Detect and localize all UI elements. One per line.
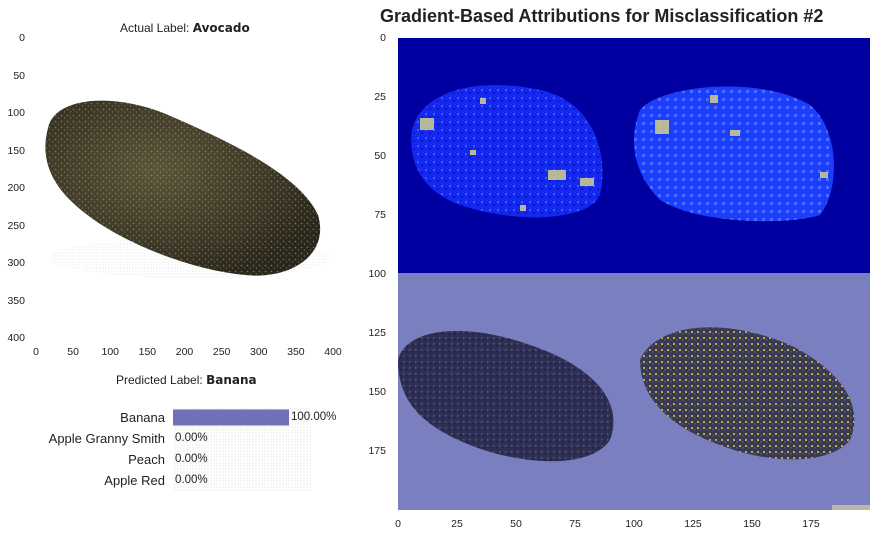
attribution-x-tick: 25 [451, 518, 463, 530]
bar-chart-bars [173, 409, 289, 426]
bar-category-label: Apple Red [104, 472, 165, 488]
image-y-tick: 200 [7, 182, 25, 194]
attribution-y-tick: 25 [374, 91, 386, 103]
attribution-x-tick: 50 [510, 518, 522, 530]
image-y-tick: 100 [7, 107, 25, 119]
attribution-x-tick: 75 [569, 518, 581, 530]
actual-label-value: Avocado [192, 21, 250, 35]
attribution-x-tick: 100 [625, 518, 643, 530]
image-x-tick: 300 [249, 346, 268, 358]
attribution-y-tick: 175 [368, 445, 386, 457]
image-x-tick: 200 [175, 346, 194, 358]
image-y-tick: 250 [7, 219, 25, 232]
image-x-tick: 350 [287, 346, 305, 358]
figure-title: Gradient-Based Attributions for Misclass… [380, 6, 824, 26]
bar-0 [173, 409, 289, 426]
attribution-y-tick: 50 [374, 150, 386, 162]
image-y-tick: 0 [19, 32, 25, 44]
attribution-map [398, 38, 870, 510]
attribution-hotspots-top [420, 95, 828, 211]
image-y-tick: 50 [13, 69, 25, 82]
attribution-x-tick: 0 [395, 518, 401, 530]
attribution-x-tick: 125 [684, 518, 702, 530]
attribution-y-tick: 0 [380, 32, 386, 44]
image-x-tick: 0 [33, 346, 39, 358]
image-y-tick: 400 [7, 332, 25, 344]
bar-category-label: Peach [128, 451, 165, 467]
attribution-y-tick: 75 [374, 209, 386, 221]
image-y-tick: 300 [7, 257, 25, 269]
attribution-avocado-left [398, 330, 614, 462]
image-x-tick: 100 [101, 346, 120, 358]
bar-category-label: Apple Granny Smith [48, 430, 165, 446]
bar-value-label: 0.00% [175, 473, 208, 486]
attribution-y-tick: 125 [368, 327, 386, 339]
image-y-tick: 150 [7, 144, 25, 157]
bar-value-label: 100.00% [291, 410, 337, 423]
image-x-tick: 50 [67, 346, 79, 358]
attribution-avocado-right [640, 327, 855, 460]
avocado-image [45, 100, 330, 278]
attribution-x-tick: 175 [802, 518, 820, 530]
image-x-tick: 150 [138, 346, 157, 358]
image-y-tick: 350 [7, 294, 25, 307]
bar-value-label: 0.00% [175, 431, 208, 444]
bar-category-label: Banana [120, 409, 165, 425]
attribution-x-tick: 150 [743, 518, 761, 530]
attribution-blob-right [634, 86, 834, 222]
attribution-y-tick: 150 [368, 386, 386, 398]
attribution-y-tick: 100 [368, 268, 386, 280]
predicted-label-value: Banana [206, 373, 257, 387]
actual-label-title: Actual Label: Avocado [120, 21, 250, 35]
predicted-label-title: Predicted Label: Banana [116, 373, 257, 387]
attribution-blob-left [411, 84, 603, 218]
bar-value-label: 0.00% [175, 452, 208, 465]
image-x-tick: 250 [212, 346, 231, 358]
image-x-tick: 400 [324, 346, 342, 358]
